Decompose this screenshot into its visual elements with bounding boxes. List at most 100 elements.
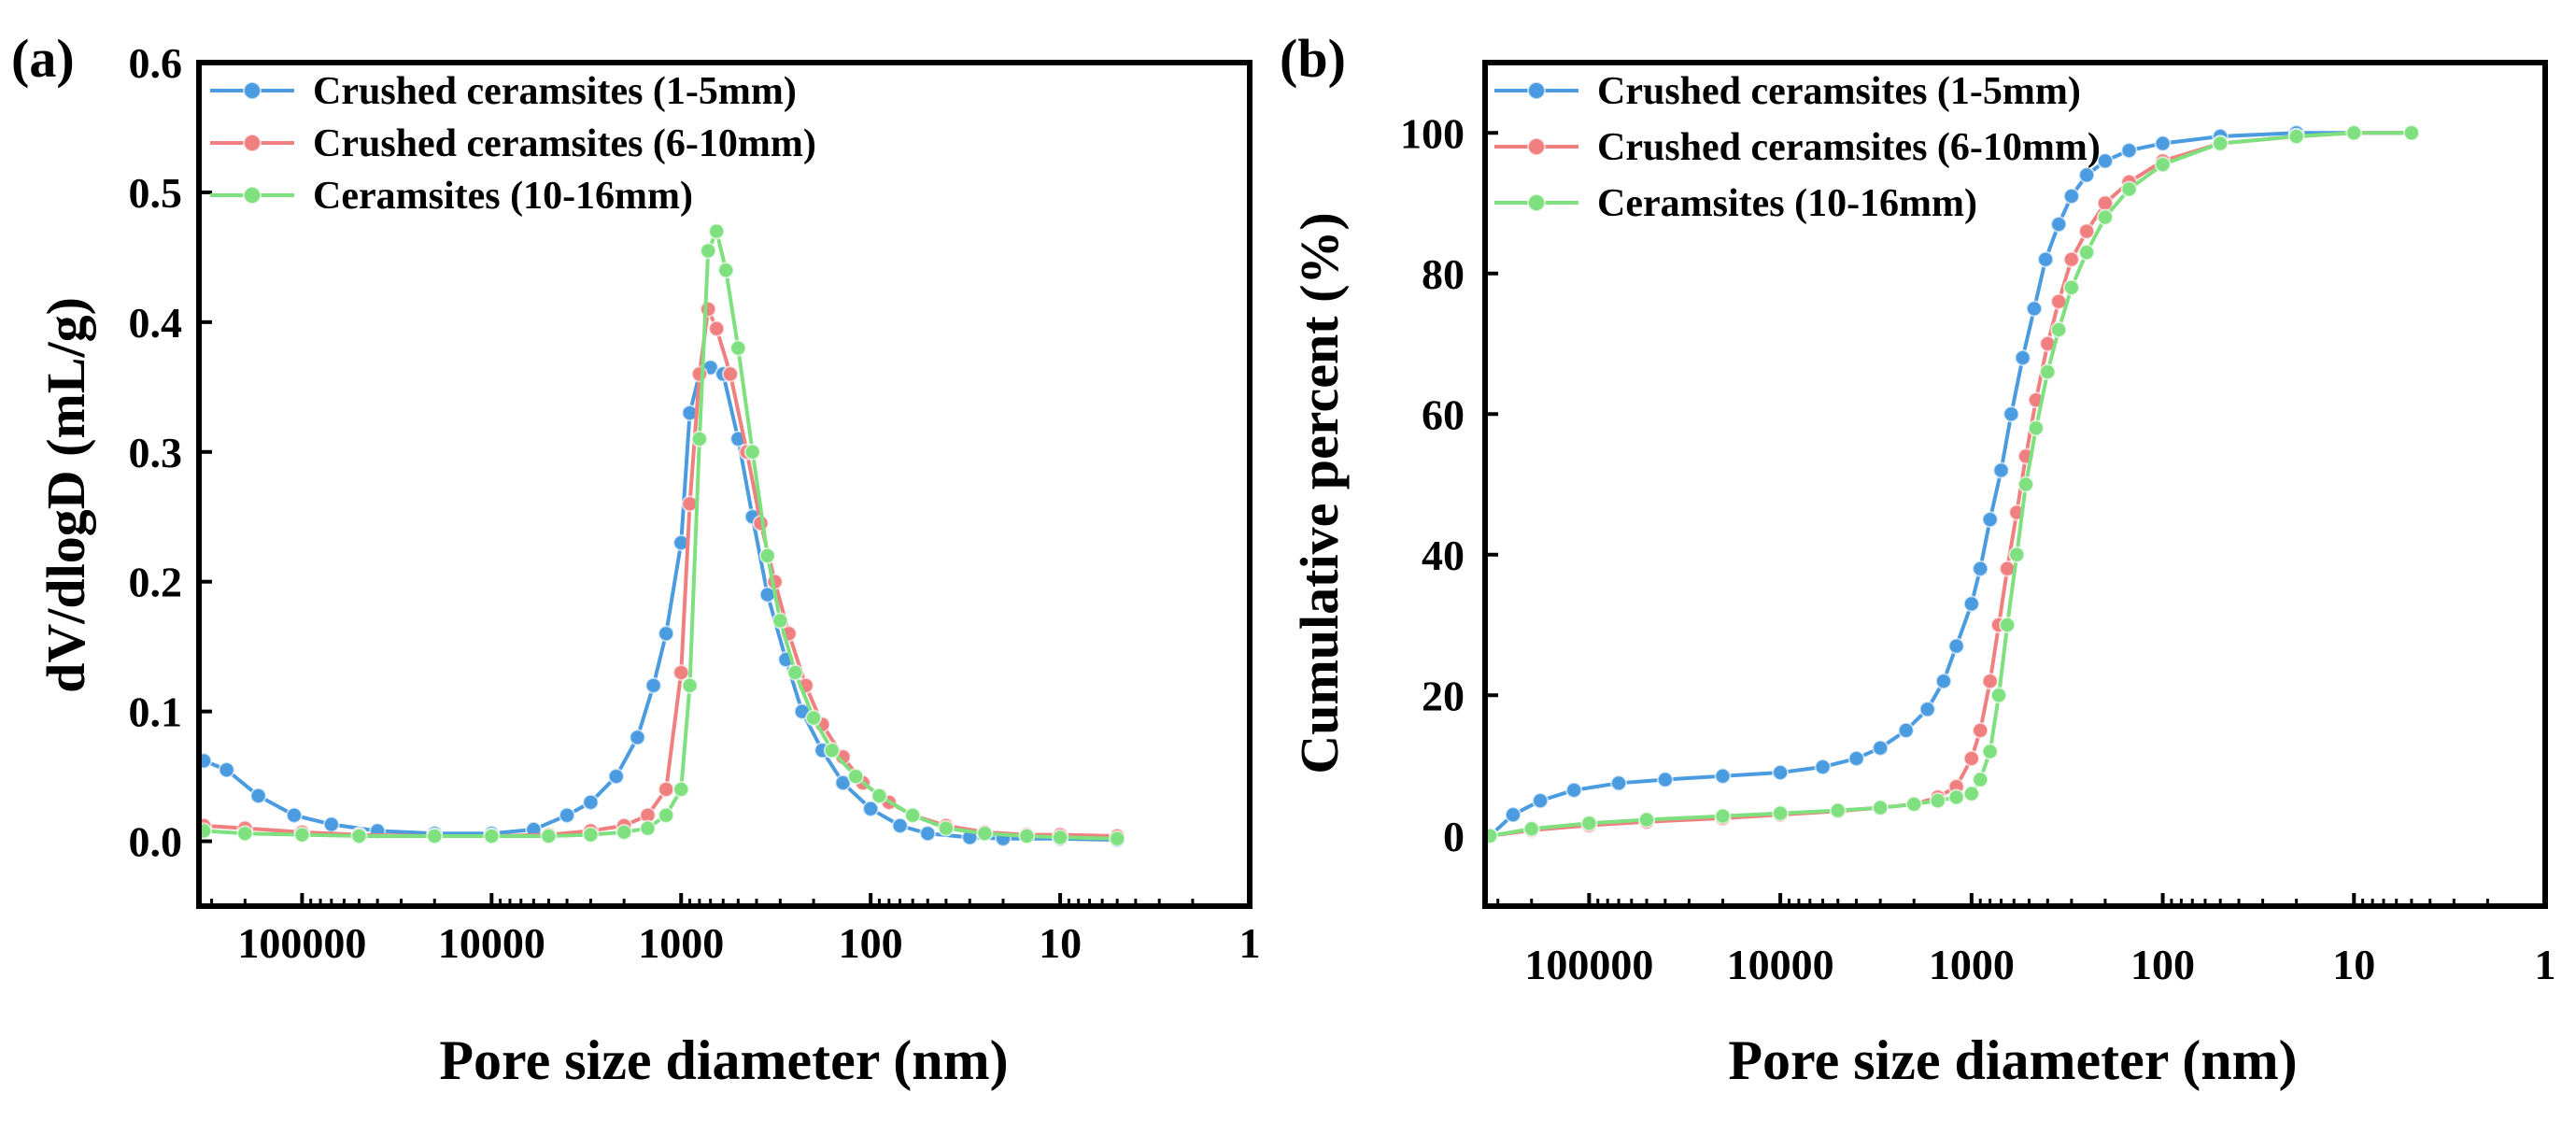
panel-a-legend-label-2: Ceramsites (10-16mm) — [313, 175, 693, 218]
panel-b-series-0-point — [1947, 637, 1965, 655]
panel-a-series-2-point — [350, 827, 368, 844]
panel-a-series-1-point — [721, 365, 739, 383]
panel-b-series-1-point — [1981, 673, 1999, 690]
panel-a-series-2-point — [236, 825, 254, 843]
panel-a-y-tick-label: 0.4 — [129, 299, 183, 347]
panel-b-series-0-point — [1610, 774, 1628, 792]
panel-a-series-1-point — [708, 319, 726, 337]
panel-b-legend-marker-1 — [1527, 137, 1546, 156]
panel-b-series-2-point — [2017, 475, 2034, 493]
panel-b-series-2-point — [2078, 244, 2096, 262]
panel-a-series-2-point — [847, 768, 865, 786]
panel-b-series-2-point — [1947, 788, 1965, 806]
panel-a-series-2-point — [708, 222, 726, 240]
panel-b-series-0-point — [1962, 595, 1980, 613]
panel-a-legend-marker-0 — [243, 81, 262, 100]
panel-a-plot-frame — [196, 60, 1253, 909]
panel-b-series-0-point — [2025, 300, 2043, 318]
panel-a-series-0-point — [582, 793, 600, 811]
panel-b-series-0-point — [1972, 560, 1989, 577]
panel-b-legend-marker-2 — [1527, 193, 1546, 212]
panel-b-series-2-point — [2345, 124, 2363, 142]
panel-a-series-2-point — [293, 826, 311, 844]
panel-a-series-2-point — [639, 819, 657, 837]
panel-a-series-2-line — [204, 229, 1118, 841]
panel-a-legend-label-0: Crushed ceramsites (1-5mm) — [313, 70, 797, 113]
panel-b-series-1-line — [1489, 131, 2412, 838]
panel-b-series-2-point — [1522, 820, 1540, 838]
panel-a-series-1-point — [658, 780, 675, 798]
panel-a-series-0-point — [322, 816, 340, 833]
panel-a-series-2-point — [616, 823, 633, 841]
panel-a-series-2-point — [658, 806, 675, 824]
panel-b-x-tick-label: 1000 — [1929, 941, 2015, 988]
panel-a-series-1-line — [204, 306, 1118, 838]
panel-b-series-0-point — [1981, 511, 1999, 529]
panel-b-series-2-point — [2039, 363, 2057, 381]
panel-b-series-0-point — [1814, 759, 1832, 776]
panel-a-series-2-point — [743, 443, 761, 461]
panel-b-series-0-point — [1714, 767, 1732, 785]
panel-b-x-tick-label: 100 — [2130, 941, 2195, 988]
panel-b-x-tick-label: 100000 — [1524, 941, 1653, 988]
panel-a-series-2-point — [937, 819, 955, 837]
panel-a-y-tick-label: 0.3 — [129, 429, 183, 476]
panel-a-y-tick-label: 0.5 — [129, 169, 183, 217]
panel-a-x-tick-label: 100 — [839, 919, 903, 967]
panel-a-series-2-point — [758, 546, 776, 564]
panel-b-series-2-point — [1580, 815, 1598, 832]
panel-b-series-2-point — [1972, 771, 1989, 788]
panel-b-series-0-point — [2037, 250, 2055, 268]
panel-a-series-0-point — [629, 729, 646, 746]
panel-a-series-2-point — [700, 242, 717, 260]
panel-b-series-0-point — [1656, 771, 1674, 788]
panel-b-x-tick-label: 1 — [2535, 941, 2556, 988]
panel-a-x-axis-title: Pore size diameter (nm) — [439, 1029, 1008, 1091]
panel-a-series-2-point — [1018, 827, 1036, 844]
panel-a-series-0-point — [607, 768, 625, 786]
panel-b-series-2-point — [2096, 208, 2114, 226]
panel-b-series-2-point — [2027, 419, 2045, 437]
panel-b-legend-label-0: Crushed ceramsites (1-5mm) — [1597, 70, 2081, 113]
panel-b-series-0-point — [1992, 461, 2010, 479]
panel-a-series-2-point — [483, 827, 501, 844]
panel-a-series-0-point — [658, 625, 675, 643]
panel-b-y-tick-label: 80 — [1422, 250, 1465, 298]
panel-b-legend-label-2: Ceramsites (10-16mm) — [1597, 182, 1977, 225]
panel-b-series-0-point — [2050, 216, 2068, 234]
panel-b-series-0-point — [1565, 781, 1583, 799]
panel-a-series-2-point — [870, 787, 888, 804]
panel-b-series-2-point — [1999, 617, 2017, 633]
panel-b-series-0-point — [2154, 135, 2172, 152]
panel-a: (a) 100000 10000 1000 100 10 1 0.0 0.1 0.2 0.3 0.4… — [11, 28, 1261, 1091]
panel-b-series-0-point — [2096, 152, 2114, 170]
panel-b-series-0-point — [1772, 764, 1790, 782]
panel-a-legend-label-1: Crushed ceramsites (6-10mm) — [313, 122, 816, 165]
panel-b-series-2-point — [1990, 687, 2008, 704]
panel-a-series-1-point — [672, 663, 690, 681]
panel-a-series-1-point — [700, 300, 717, 318]
panel-a-series-2-point — [717, 262, 735, 279]
panel-a-y-axis-title: dV/dlogD (mL/g) — [35, 297, 96, 693]
panel-b-series-0-point — [1934, 673, 1952, 690]
panel-b-series-1-point — [2078, 222, 2096, 240]
panel-b-series-2-point — [2402, 124, 2420, 142]
panel-b-series-2-point — [2287, 128, 2305, 146]
panel-b-legend: Crushed ceramsites (1-5mm) Crushed cerams… — [1494, 70, 2101, 225]
panel-b-plot-frame — [1482, 60, 2548, 909]
panel-b-series-2-point — [1929, 792, 1946, 810]
panel-a-y-tick-label: 0.2 — [129, 559, 183, 606]
panel-b-series-0-point — [1897, 721, 1915, 739]
panel-b-series-1-point — [2062, 250, 2080, 268]
panel-a-series-2-point — [1109, 830, 1126, 847]
panel-a-x-tick-label: 10 — [1039, 919, 1082, 967]
panel-a-series-2-point — [976, 825, 994, 843]
panel-a-series-2-point — [786, 663, 804, 681]
panel-a-series-0-point — [862, 800, 880, 817]
panel-b-series-2-point — [1772, 804, 1790, 822]
panel-a-series-2-point — [582, 826, 600, 844]
panel-a-series-2-point — [823, 742, 841, 759]
panel-b-series-0-point — [2120, 142, 2138, 160]
